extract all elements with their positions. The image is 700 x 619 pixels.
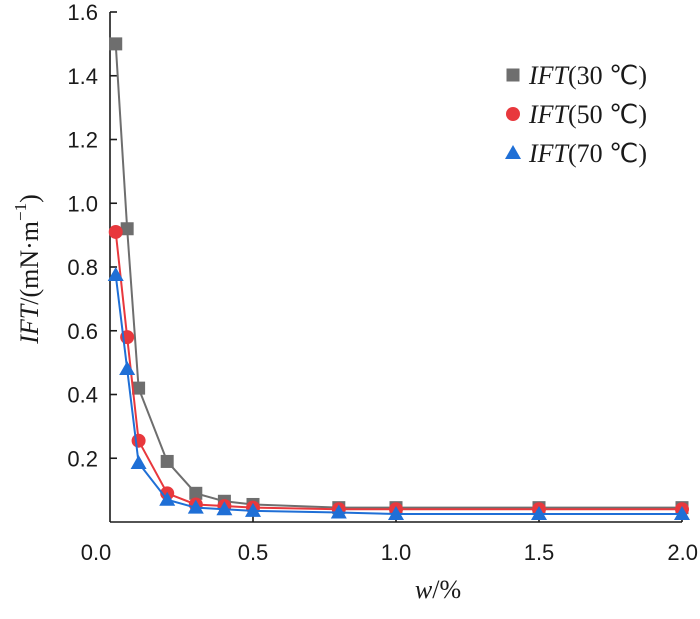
data-point (245, 502, 261, 517)
x-tick-label: 0.5 (238, 540, 269, 565)
series-line (114, 231, 682, 511)
data-point (160, 454, 174, 468)
x-tick-label: 1.0 (381, 540, 412, 565)
y-axis-title-italic: IFT (15, 303, 44, 345)
data-point (119, 361, 136, 375)
legend-label-prefix: IFT (528, 100, 570, 129)
y-tick-label: 0.6 (67, 319, 98, 344)
data-point (131, 433, 146, 448)
legend-label-name: (30 ℃) (568, 61, 647, 90)
data-point (531, 506, 547, 521)
data-point (674, 506, 690, 521)
legend-label-name: (70 ℃) (568, 139, 647, 168)
y-tick-label: 1.4 (67, 64, 98, 89)
y-axis-title: IFT/(mN·m−1) (11, 194, 44, 345)
data-point (189, 486, 203, 500)
legend-marker (506, 68, 520, 82)
y-tick-label: 0.8 (67, 255, 98, 280)
y-tick-label: 1.6 (67, 0, 98, 25)
y-axis-title-superscript: −1 (11, 203, 30, 221)
x-axis-title: w/% (415, 575, 461, 604)
data-point (109, 37, 123, 51)
y-tick-label: 1.0 (67, 191, 98, 216)
data-point (187, 499, 204, 514)
data-point (216, 501, 233, 516)
legend-label-prefix: IFT (528, 139, 570, 168)
x-tick-label: 0.0 (81, 540, 112, 565)
legend-marker (506, 107, 520, 121)
legend-label: IFT(30 ℃) (528, 61, 647, 90)
x-axis-title-italic: w (415, 575, 433, 604)
data-point (108, 224, 123, 239)
y-axis-title-close: ) (15, 194, 44, 203)
x-axis-title-unit: /% (432, 575, 461, 604)
legend: IFT(30 ℃)IFT(50 ℃)IFT(70 ℃) (505, 61, 647, 168)
y-axis-title-group: IFT/(mN·m−1) (11, 194, 44, 345)
legend-label: IFT(50 ℃) (528, 100, 647, 129)
y-tick-label: 1.2 (67, 128, 98, 153)
series-2 (107, 266, 690, 521)
legend-marker (505, 145, 521, 159)
y-tick-label: 0.4 (67, 383, 98, 408)
legend-label-name: (50 ℃) (568, 100, 647, 129)
legend-label-prefix: IFT (528, 61, 570, 90)
data-point (120, 222, 134, 236)
data-point (130, 455, 147, 470)
legend-label: IFT(70 ℃) (528, 139, 647, 168)
data-point (330, 504, 347, 519)
x-tick-label: 2.0 (667, 540, 698, 565)
data-point (107, 266, 124, 281)
y-axis-title-unit: /(mN·m (15, 221, 44, 305)
data-point (388, 506, 404, 521)
data-point (159, 491, 176, 506)
series-line (114, 274, 682, 516)
data-point (132, 381, 146, 395)
x-tick-label: 1.5 (524, 540, 555, 565)
y-tick-label: 0.2 (67, 446, 98, 471)
series-1 (108, 224, 689, 517)
